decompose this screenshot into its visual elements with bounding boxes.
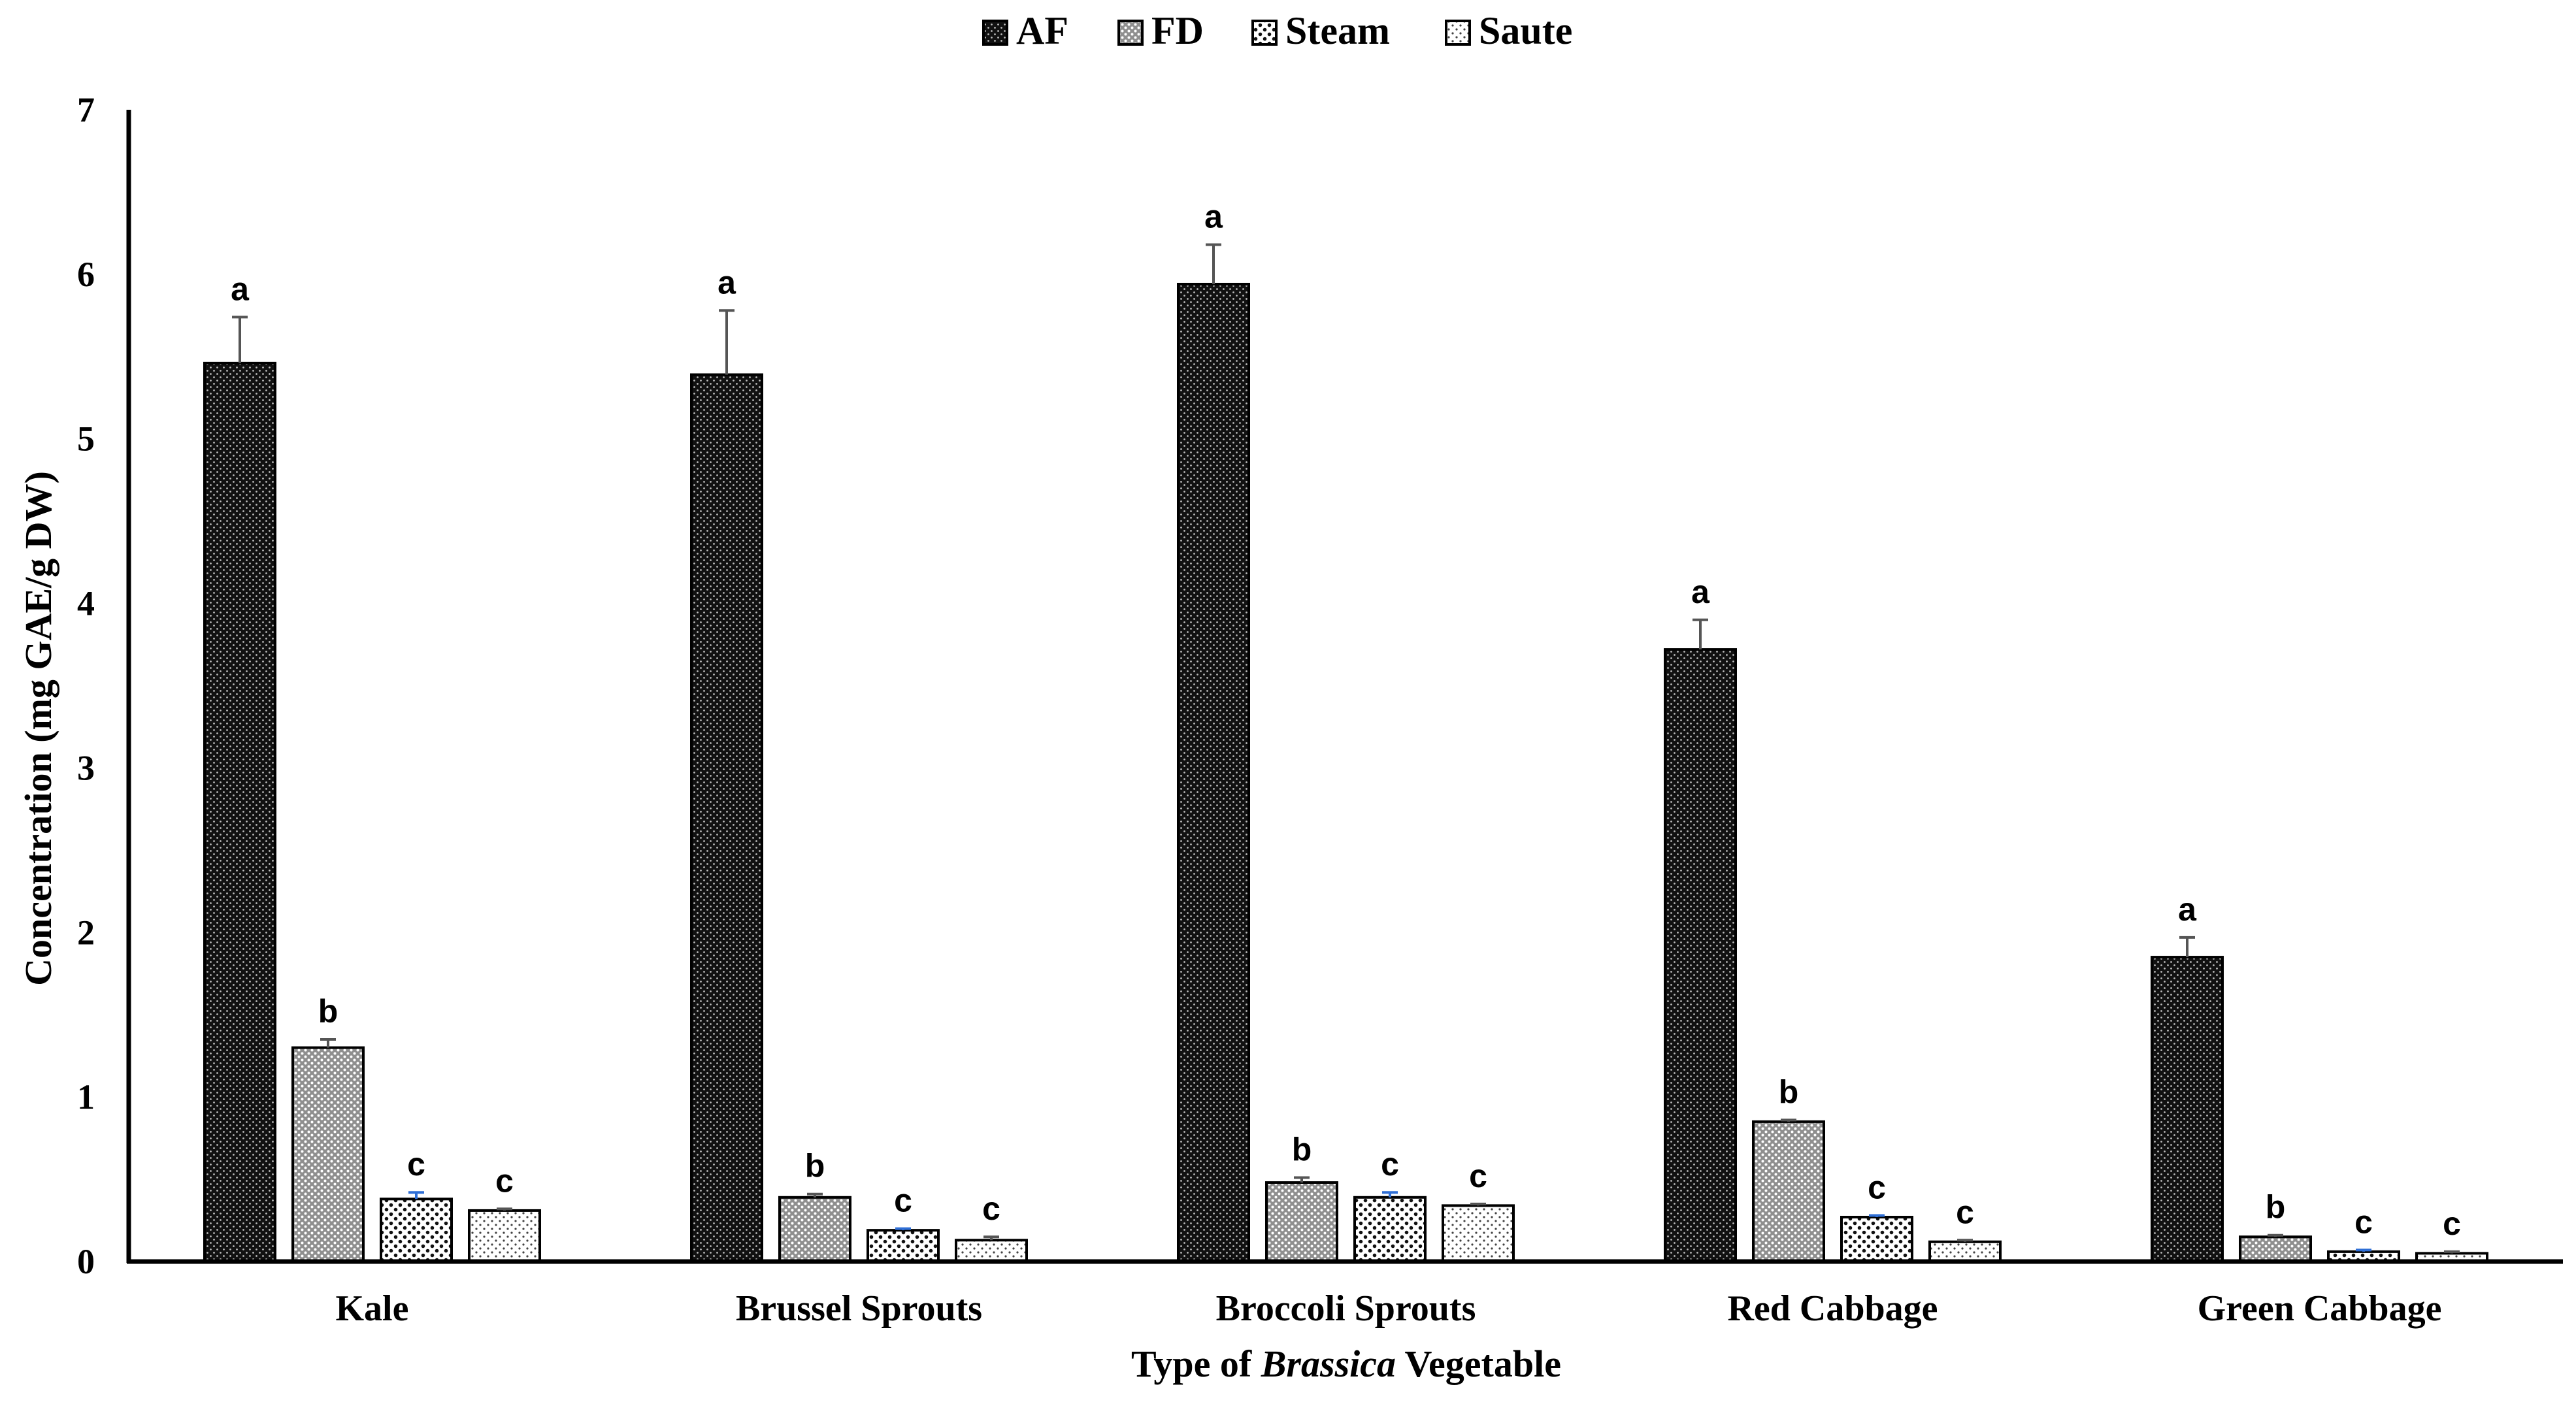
bar-kale-steam (380, 1198, 453, 1263)
sig-letter-kale-af: a (231, 270, 250, 307)
legend-swatch-af (982, 20, 1008, 46)
y-tick-label-7: 7 (77, 90, 95, 129)
x-tick-label-brussel-sprouts: Brussel Sprouts (736, 1288, 982, 1329)
sig-letter-green-cabbage-saute: c (2443, 1205, 2461, 1242)
sig-letter-red-cabbage-af: a (1691, 574, 1710, 610)
y-tick-label-0: 0 (77, 1242, 95, 1281)
y-tick-label-5: 5 (77, 419, 95, 459)
y-tick-label-1: 1 (77, 1077, 95, 1117)
sig-letter-broccoli-sprouts-saute: c (1469, 1158, 1487, 1194)
legend-label-saute: Saute (1479, 9, 1572, 52)
x-tick-label-broccoli-sprouts: Broccoli Sprouts (1216, 1288, 1476, 1329)
legend-label-steam: Steam (1285, 9, 1390, 52)
bar-brussel-sprouts-saute (955, 1239, 1028, 1263)
legend-swatch-fd (1117, 20, 1144, 46)
x-tick-label-red-cabbage: Red Cabbage (1727, 1288, 1938, 1329)
bar-red-cabbage-steam (1840, 1215, 1913, 1263)
sig-letter-kale-steam: c (407, 1146, 425, 1182)
sig-letter-red-cabbage-fd: b (1779, 1073, 1799, 1110)
bar-green-cabbage-fd (2239, 1235, 2312, 1263)
x-axis-title-italic: Brassica (1261, 1343, 1396, 1385)
sig-letter-brussel-sprouts-saute: c (982, 1190, 1000, 1227)
bar-red-cabbage-af (1664, 648, 1737, 1263)
legend-swatch-saute (1445, 20, 1471, 46)
sig-letter-brussel-sprouts-fd: b (805, 1148, 825, 1184)
y-tick-label-4: 4 (77, 584, 95, 623)
bar-green-cabbage-af (2151, 956, 2224, 1263)
x-axis-title-suffix: Vegetable (1396, 1343, 1561, 1385)
sig-letter-broccoli-sprouts-steam: c (1381, 1146, 1399, 1182)
sig-letter-red-cabbage-saute: c (1956, 1194, 1974, 1230)
sig-letter-brussel-sprouts-af: a (718, 264, 736, 301)
sig-letter-broccoli-sprouts-af: a (1204, 199, 1223, 235)
y-tick-label-2: 2 (77, 913, 95, 952)
legend-label-fd: FD (1151, 9, 1204, 52)
x-tick-label-green-cabbage: Green Cabbage (2198, 1288, 2442, 1329)
bar-broccoli-sprouts-saute (1442, 1204, 1515, 1263)
sig-letter-kale-saute: c (495, 1162, 514, 1199)
bar-brussel-sprouts-fd (778, 1196, 851, 1263)
bars: a b c c a b c c a b c c a b c c a b c c (203, 199, 2488, 1263)
x-axis-title-prefix: Type of (1131, 1343, 1261, 1385)
bar-red-cabbage-saute (1928, 1240, 2002, 1263)
y-axis-title: Concentration (mg GAE/g DW) (17, 471, 59, 986)
x-axis-title: Type of Brassica Vegetable (1131, 1343, 1561, 1385)
bar-broccoli-sprouts-fd (1265, 1181, 1338, 1263)
sig-letter-red-cabbage-steam: c (1868, 1169, 1886, 1205)
sig-letter-brussel-sprouts-steam: c (894, 1182, 912, 1219)
bar-brussel-sprouts-steam (867, 1229, 940, 1263)
bar-kale-af (203, 361, 276, 1263)
sig-letter-green-cabbage-fd: b (2266, 1189, 2286, 1226)
bar-broccoli-sprouts-steam (1353, 1196, 1427, 1263)
sig-letter-green-cabbage-steam: c (2354, 1203, 2373, 1240)
sig-letter-broccoli-sprouts-fd: b (1292, 1132, 1312, 1168)
y-tick-label-6: 6 (77, 255, 95, 294)
bar-kale-fd (291, 1046, 365, 1263)
x-tick-label-kale: Kale (336, 1288, 409, 1329)
sig-letter-green-cabbage-af: a (2178, 891, 2197, 928)
bar-kale-saute (468, 1209, 541, 1263)
legend: AF FD Steam Saute (982, 9, 1572, 52)
bar-brussel-sprouts-af (690, 373, 763, 1263)
x-axis-tick-labels: Kale Brussel Sprouts Broccoli Sprouts Red C… (336, 1288, 2442, 1329)
legend-swatch-steam (1251, 20, 1278, 46)
y-tick-label-3: 3 (77, 748, 95, 787)
sig-letter-kale-fd: b (318, 993, 339, 1030)
y-axis-ticks: 0 1 2 3 4 5 6 7 (77, 90, 95, 1281)
bar-broccoli-sprouts-af (1177, 282, 1250, 1263)
bar-red-cabbage-fd (1752, 1120, 1825, 1263)
legend-label-af: AF (1016, 9, 1068, 52)
